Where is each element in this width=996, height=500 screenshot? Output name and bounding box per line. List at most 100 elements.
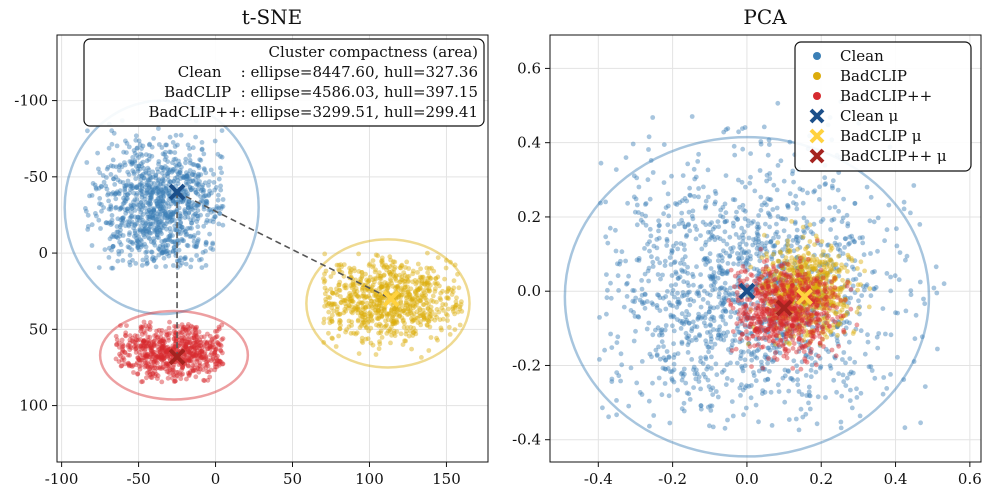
scatter-point [207, 231, 213, 237]
scatter-point [352, 288, 357, 293]
scatter-point [793, 313, 798, 319]
scatter-point [410, 333, 416, 338]
scatter-point [761, 269, 766, 274]
scatter-point [730, 245, 736, 251]
scatter-point [415, 261, 421, 267]
scatter-point [154, 186, 160, 191]
scatter-point [819, 301, 825, 306]
scatter-point [832, 275, 838, 281]
scatter-point [153, 228, 159, 233]
scatter-point [121, 357, 127, 362]
scatter-point [812, 304, 818, 310]
scatter-point [822, 287, 827, 293]
scatter-point [180, 335, 186, 340]
scatter-point [376, 309, 381, 314]
scatter-point [767, 311, 773, 317]
scatter-point [145, 260, 150, 266]
scatter-point [151, 225, 157, 231]
scatter-point [168, 149, 174, 155]
scatter-point [792, 306, 798, 312]
scatter-point [795, 311, 801, 317]
scatter-point [771, 304, 777, 310]
scatter-point [651, 243, 657, 249]
scatter-point [175, 369, 181, 375]
scatter-point [178, 231, 184, 236]
scatter-point [193, 211, 199, 217]
scatter-point [817, 272, 822, 278]
scatter-point [373, 304, 378, 309]
scatter-point [821, 305, 827, 311]
scatter-point [820, 275, 826, 281]
scatter-point [808, 264, 813, 269]
scatter-point [142, 364, 148, 370]
scatter-point [829, 245, 835, 251]
scatter-point [653, 327, 658, 333]
scatter-point [766, 329, 771, 335]
scatter-point [210, 219, 216, 225]
scatter-point [795, 240, 800, 246]
scatter-point [186, 322, 191, 327]
scatter-point [752, 327, 758, 332]
scatter-point [387, 270, 393, 275]
scatter-point [172, 332, 178, 338]
scatter-point [743, 242, 749, 247]
scatter-point [749, 273, 755, 278]
scatter-point [636, 184, 642, 190]
scatter-point [391, 331, 397, 336]
scatter-point [749, 220, 754, 226]
scatter-point [815, 268, 820, 274]
scatter-point [759, 336, 765, 341]
scatter-point [369, 312, 375, 318]
scatter-point [754, 230, 760, 235]
scatter-point [189, 206, 194, 212]
scatter-point [163, 361, 169, 367]
scatter-point [350, 310, 355, 316]
scatter-point [186, 199, 192, 205]
scatter-point [212, 187, 218, 193]
scatter-point [681, 408, 687, 414]
scatter-point [144, 182, 150, 188]
scatter-point [187, 345, 193, 351]
scatter-point [392, 309, 397, 315]
scatter-point [810, 312, 816, 318]
scatter-point [200, 198, 206, 204]
scatter-point [166, 214, 172, 220]
scatter-point [813, 352, 819, 358]
scatter-point [142, 226, 148, 232]
scatter-point [786, 417, 792, 422]
scatter-point [790, 366, 796, 371]
scatter-point [418, 266, 423, 272]
scatter-point [810, 297, 816, 303]
scatter-point [931, 285, 937, 291]
scatter-point [812, 287, 818, 293]
scatter-point [805, 271, 811, 277]
scatter-point [139, 146, 144, 152]
scatter-point [359, 270, 365, 275]
scatter-point [690, 319, 696, 325]
scatter-point [827, 205, 832, 211]
scatter-point [806, 400, 811, 406]
scatter-point [143, 344, 149, 349]
scatter-point [633, 328, 638, 334]
scatter-point [192, 340, 198, 346]
scatter-point [201, 357, 207, 362]
scatter-point [186, 373, 192, 379]
scatter-point [703, 323, 709, 329]
scatter-point [179, 372, 184, 378]
scatter-point [819, 306, 825, 312]
scatter-point [756, 239, 762, 245]
scatter-point [159, 379, 165, 385]
scatter-point [725, 417, 730, 423]
scatter-point [191, 353, 197, 359]
scatter-point [771, 281, 777, 286]
scatter-point [712, 188, 718, 194]
scatter-point [151, 212, 157, 218]
scatter-point [729, 345, 734, 351]
scatter-point [807, 313, 813, 319]
scatter-point [780, 277, 786, 283]
scatter-point [807, 332, 813, 338]
scatter-point [377, 286, 382, 291]
scatter-point [129, 210, 134, 216]
scatter-point [143, 170, 149, 176]
scatter-point [177, 216, 183, 222]
